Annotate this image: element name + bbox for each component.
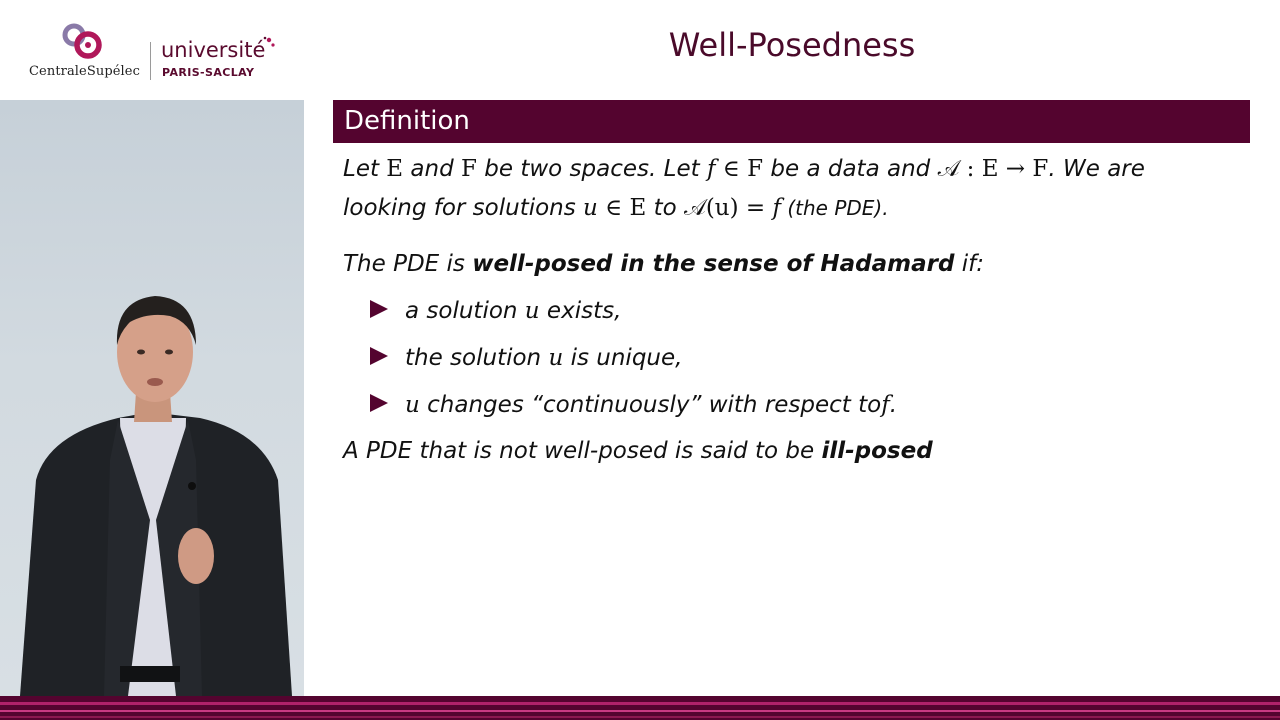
footer-stripe [0,716,1280,718]
universite-dots-icon [263,36,275,47]
math-var: F [747,156,764,182]
math-var: u [524,298,540,324]
presenter-figure [20,296,292,696]
footer-stripe [0,710,1280,712]
triangle-bullet-icon [370,300,388,318]
math-var: u [405,392,420,418]
text: . [889,392,898,418]
math-var: E [386,156,404,182]
bullet-item-2: the solution u is unique, [405,347,682,370]
text: looking for solutions [343,195,584,221]
logo-divider [150,42,151,80]
triangle-bullet-icon [370,347,388,365]
logo-area: CentraleSupélec université PARIS-SACLAY [0,0,304,100]
text: and [403,156,461,182]
text: The PDE is [343,251,473,277]
definition-block-title: Definition [344,106,470,136]
math-var: E [629,195,647,221]
footer-stripe [0,702,1280,705]
definition-line-2: looking for solutions u ∈ E to 𝒜(u) = f … [343,197,889,220]
text: Let [343,156,387,182]
text: a solution [405,298,525,324]
math-var: 𝒜 [937,156,960,182]
slide-title: Well-Posedness [668,26,916,64]
math-symbol: → [998,156,1033,182]
universite-wordmark: université [161,38,266,62]
text: if: [954,251,985,277]
triangle-bullet-icon [370,394,388,412]
math-var: u [548,345,564,371]
emphasis-text: ill-posed [821,438,933,464]
definition-line-1: Let E and F be two spaces. Let f ∈ F be … [343,158,1145,181]
ill-posed-line: A PDE that is not well-posed is said to … [343,440,933,463]
text: exists, [539,298,622,324]
math-var: u [583,195,598,221]
presenter-video [0,100,304,696]
math-symbol: : [959,156,982,182]
math-symbol: ∈ [715,156,748,182]
text: is unique, [563,345,683,371]
math-var: F [461,156,477,182]
hadamard-line: The PDE is well-posed in the sense of Ha… [343,253,984,276]
text: be a data and [763,156,938,182]
text: . We are [1048,156,1145,182]
text: the solution [405,345,549,371]
math-symbol: ∈ [597,195,630,221]
centralesupelec-wordmark: CentraleSupélec [29,64,140,79]
centralesupelec-logo-icon [62,23,102,59]
text: A PDE that is not well-posed is said to … [343,438,822,464]
text: (the PDE). [780,196,889,220]
definition-block-header: Definition [333,100,1250,143]
math-var: f [881,392,890,418]
text: changes “continuously” with respect to [419,392,882,418]
math-var: 𝒜 [684,195,706,221]
emphasis-text: well-posed in the sense of Hadamard [472,251,955,277]
math-var: F [1032,156,1049,182]
text: be two spaces. Let [476,156,707,182]
bullet-item-3: u changes “continuously” with respect to… [405,394,897,417]
text: to [646,195,685,221]
math-var: f [706,156,716,182]
paris-saclay-wordmark: PARIS-SACLAY [162,66,255,79]
math-var: E [981,156,999,182]
math-expression: (u) = [705,195,773,221]
math-var: f [772,195,781,221]
bullet-item-1: a solution u exists, [405,300,621,323]
